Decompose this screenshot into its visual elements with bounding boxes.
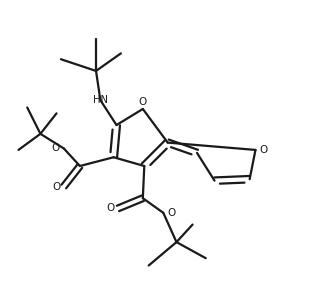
Text: O: O xyxy=(106,203,115,213)
Text: O: O xyxy=(51,143,60,153)
Text: O: O xyxy=(52,181,61,191)
Text: O: O xyxy=(260,145,268,155)
Text: O: O xyxy=(167,208,176,218)
Text: O: O xyxy=(139,97,147,107)
Text: HN: HN xyxy=(93,95,108,105)
